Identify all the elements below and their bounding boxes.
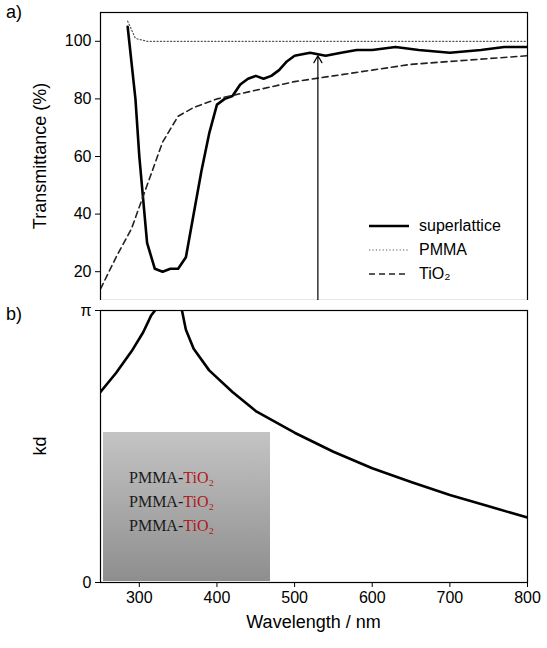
svg-text:500: 500: [281, 589, 308, 606]
html-text:PMMA- TiO₂: PMMA- TiO₂: [129, 493, 214, 511]
svg-text:100: 100: [65, 32, 92, 49]
html-text:PMMA: PMMA: [419, 241, 467, 258]
svg-text:40: 40: [74, 205, 92, 222]
html-text:Transmittance (%): Transmittance (%): [29, 82, 50, 230]
html-text:kd: kd: [29, 436, 50, 456]
svg-text:0: 0: [83, 574, 92, 591]
html-text:superlattice: superlattice: [419, 217, 501, 234]
html-text:b): b): [6, 304, 22, 324]
html-text:PMMA- TiO₂: PMMA- TiO₂: [129, 517, 214, 535]
svg-text:300: 300: [126, 589, 153, 606]
svg-text:20: 20: [74, 263, 92, 280]
html-text:Wavelength / nm: Wavelength / nm: [246, 612, 381, 632]
svg-text:π: π: [80, 302, 91, 319]
svg-text:60: 60: [74, 148, 92, 165]
svg-text:700: 700: [437, 589, 464, 606]
svg-text:80: 80: [74, 90, 92, 107]
svg-text:600: 600: [359, 589, 386, 606]
svg-text:400: 400: [204, 589, 231, 606]
html-text:PMMA- TiO₂: PMMA- TiO₂: [129, 469, 214, 487]
html-text:TiO₂: TiO₂: [419, 265, 451, 282]
svg-text:800: 800: [514, 589, 541, 606]
html-text:a): a): [6, 2, 22, 22]
